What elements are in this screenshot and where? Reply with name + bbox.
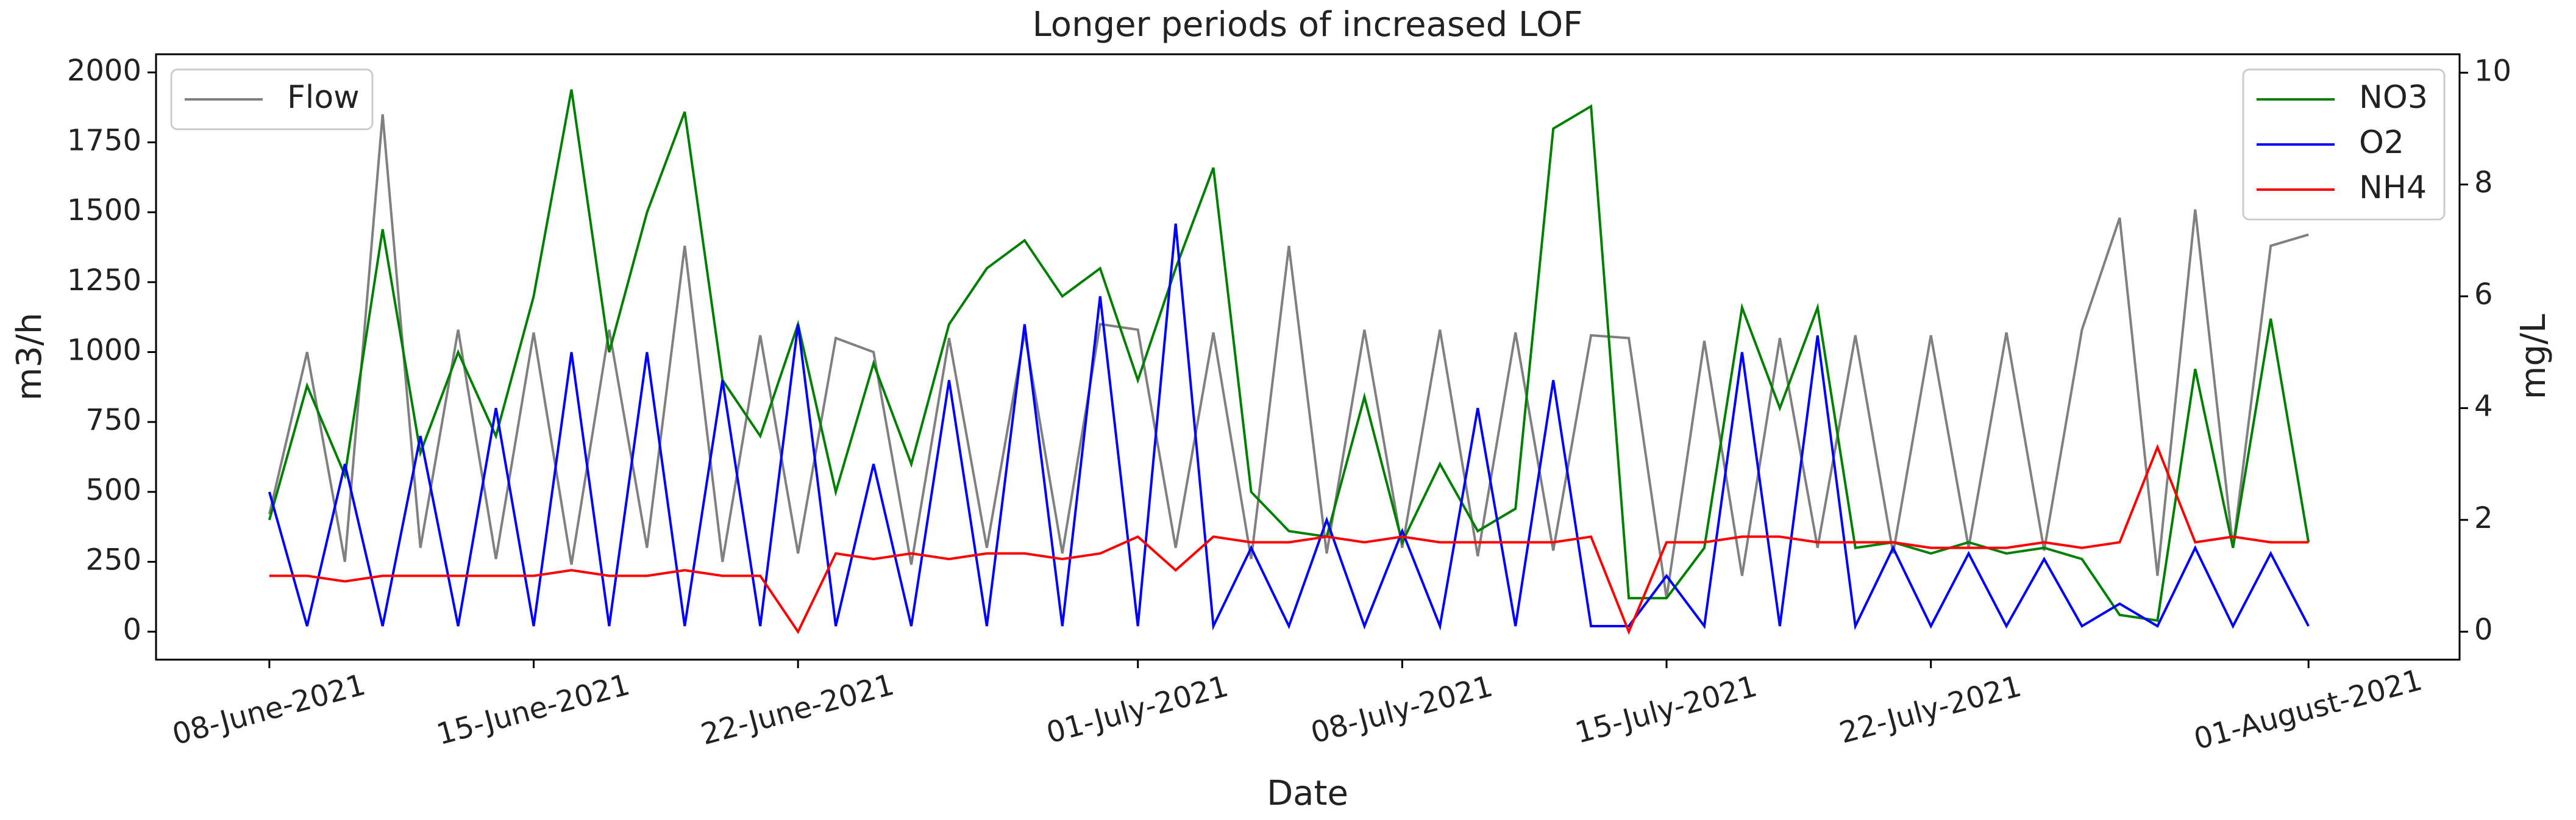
x-tick-label: 15-July-2021 xyxy=(1571,669,1760,750)
plot-frame xyxy=(155,53,2461,661)
y2-tick-label: 8 xyxy=(2474,166,2493,200)
y2-tick-label: 6 xyxy=(2474,277,2493,312)
y-axis-label: m3/h xyxy=(10,313,49,401)
y2-tick-label: 2 xyxy=(2474,501,2493,535)
series-line xyxy=(268,89,2310,622)
x-tick-label: 01-August-2021 xyxy=(2190,663,2425,757)
series-line xyxy=(268,114,2309,599)
series-line xyxy=(268,223,2310,631)
x-tick-label: 22-July-2021 xyxy=(1836,669,2025,750)
y-tick-label: 750 xyxy=(85,403,141,437)
series-line xyxy=(269,444,2309,635)
legend-label: Flow xyxy=(287,79,360,116)
legend-label: NO3 xyxy=(2359,79,2428,116)
legend-label: O2 xyxy=(2359,124,2404,161)
y-tick-label: 500 xyxy=(85,473,141,507)
y2-tick-label: 0 xyxy=(2474,613,2493,647)
y-tick-label: 1500 xyxy=(67,193,141,227)
chart-title: Longer periods of increased LOF xyxy=(1033,5,1583,45)
legend-box xyxy=(170,68,374,130)
x-tick-label: 22-June-2021 xyxy=(697,668,897,752)
legend-label: NH4 xyxy=(2359,169,2427,206)
x-tick-label: 08-July-2021 xyxy=(1308,669,1496,750)
y2-tick-label: 10 xyxy=(2474,54,2511,88)
y-tick-label: 1000 xyxy=(67,333,141,367)
y2-tick-label: 4 xyxy=(2474,389,2493,423)
x-tick-label: 08-June-2021 xyxy=(169,668,369,752)
y-tick-label: 250 xyxy=(85,543,141,577)
y2-axis-label: mg/L xyxy=(2514,314,2553,399)
y-tick-label: 1250 xyxy=(67,263,141,298)
legend-box xyxy=(2242,68,2446,221)
x-tick-label: 01-July-2021 xyxy=(1043,669,1232,750)
x-axis-label: Date xyxy=(1267,774,1348,813)
y-tick-label: 2000 xyxy=(67,54,141,88)
y-tick-label: 1750 xyxy=(67,123,141,157)
x-tick-label: 15-June-2021 xyxy=(433,668,633,752)
y-tick-label: 0 xyxy=(123,613,141,647)
